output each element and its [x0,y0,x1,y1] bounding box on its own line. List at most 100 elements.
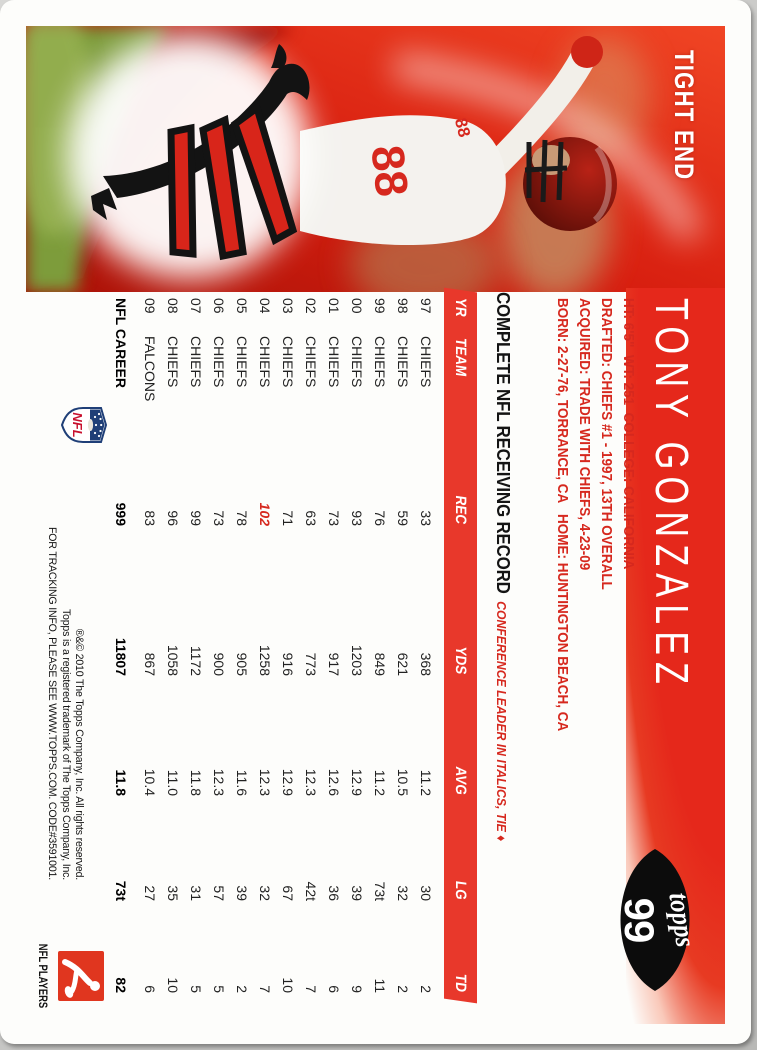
stat-cell: 93 [349,510,366,526]
stat-cell: 31 [188,885,205,901]
bio-block: HT: 6'5" WT: 251 COLLEGE: CALIFORNIA DRAF… [551,298,639,731]
white-jersey [300,115,506,246]
stat-row: 00 CHIEFS 93 1203 12.9 39 9 [346,290,369,993]
stat-cell: 6 [142,985,159,993]
stat-cell: 32 [257,885,274,901]
nflpa-logo: NFL PLAYERS [36,933,105,1019]
stat-cell: 07 [188,298,205,314]
stat-cell: 621 [395,652,412,676]
stat-row: 99 CHIEFS 76 849 11.2 73t 11 [369,290,392,993]
stat-row: 05 CHIEFS 78 905 11.6 39 2 [231,290,254,993]
stat-cell: 57 [211,885,228,901]
stat-cell: 2 [234,985,251,993]
stat-cell: 1258 [257,644,274,676]
topps-football-logo: topps 99 [605,845,705,995]
bio-line: BORN: 2-27-76, TORRANCE, CA HOME: HUNTIN… [554,298,571,732]
stat-cell: 42t [303,881,320,901]
copyright-block: ®&© 2010 The Topps Company, Inc. All rig… [45,470,85,880]
stat-cell: CHIEFS [280,336,297,388]
stat-row: 09 FALCONS 83 867 10.4 27 6 [139,290,162,993]
stats-header-cell: AVG [452,764,469,796]
stat-cell: 2 [418,985,435,993]
stat-cell: 11.2 [418,769,435,796]
stat-cell: CHIEFS [395,336,412,388]
stats-header-cell: YR [452,296,469,318]
stat-cell: 76 [372,510,389,526]
stat-cell: 12.3 [257,768,274,796]
stat-row: 06 CHIEFS 73 900 12.3 57 5 [208,290,231,993]
copyright-line: FOR TRACKING INFO, PLEASE SEE WWW.TOPPS.… [46,527,59,880]
stat-cell: 59 [395,510,412,526]
stat-cell: 10.4 [142,768,159,796]
stat-row: 01 CHIEFS 73 917 12.6 36 6 [323,290,346,993]
stat-cell: CHIEFS [211,336,228,388]
stat-cell: 368 [418,652,435,676]
stat-cell: 867 [142,652,159,676]
stat-cell: CHIEFS [349,336,366,388]
stat-cell: 905 [234,652,251,676]
stat-cell: 916 [280,652,297,676]
stat-cell: 02 [303,298,320,314]
stat-cell: 39 [349,885,366,901]
stat-cell: CHIEFS [418,336,435,388]
stat-cell: CHIEFS [234,336,251,388]
stats-header-cell: LG [452,880,469,902]
stat-row: 98 CHIEFS 59 621 10.5 32 2 [392,290,415,993]
stat-cell: 11.0 [165,769,182,796]
stat-cell: 73 [326,510,343,526]
falcons-logo [67,34,311,278]
light-swirl [393,53,703,243]
stat-cell: 102 [257,502,274,526]
stat-cell: 11.2 [372,769,389,796]
stat-cell: 12.9 [280,768,297,796]
nflpa-player-icon [58,951,104,1001]
facemask [524,139,568,203]
stat-cell: 08 [165,298,182,314]
stats-header-row: YR TEAM REC YDS AVG LG TD [444,287,477,1004]
shield-star-field [90,409,105,441]
stat-cell: 900 [211,652,228,676]
stat-cell: 6 [326,985,343,993]
stat-cell: 10 [280,977,297,993]
stat-cell: 2 [395,985,412,993]
bio-line: ACQUIRED: TRADE WITH CHIEFS, 4-23-09 [576,298,593,571]
career-cell: 73t [113,880,130,901]
stat-cell: 39 [234,885,251,901]
stat-row: 08 CHIEFS 96 1058 11.0 35 10 [162,290,185,993]
stat-cell: 11.6 [234,769,251,796]
career-cell: 82 [113,977,130,993]
nfl-shield-text: NFL [70,412,85,437]
stat-cell: 12.9 [349,768,366,796]
player-figure: 88 88 [300,36,617,246]
stat-cell: 05 [234,298,251,314]
bio-line: HT: 6'5" WT: 251 COLLEGE: CALIFORNIA [620,298,637,570]
nflpa-label: NFL PLAYERS [36,943,48,1009]
stat-cell: 03 [280,298,297,314]
card-number: 99 [616,897,663,943]
stat-cell: CHIEFS [303,336,320,388]
stats-title: COMPLETE NFL RECEIVING RECORD [493,292,513,594]
stat-cell: 1172 [188,645,205,676]
stat-cell: 11 [372,978,389,993]
stats-header-cell: REC [452,494,469,526]
falcon-talon [91,188,117,220]
stat-cell: 71 [280,510,297,526]
stat-cell: 9 [349,985,366,993]
stat-cell: 98 [395,298,412,314]
stat-cell: 7 [303,985,320,993]
stat-cell: 1058 [165,644,182,676]
stat-cell: CHIEFS [257,336,274,388]
stat-cell: CHIEFS [165,336,182,388]
stats-header-cell: TEAM [452,336,469,378]
player-photo-collage: 88 88 [26,26,725,292]
stat-cell: 36 [326,885,343,901]
stat-cell: 73t [372,881,389,901]
stats-title-line: COMPLETE NFL RECEIVING RECORD CONFERENCE … [492,292,513,841]
position-label: TIGHT END [669,50,699,181]
stat-cell: 30 [418,885,435,901]
stat-cell: 01 [326,298,343,314]
stat-cell: 83 [142,510,159,526]
stats-title-note: CONFERENCE LEADER IN ITALICS, TIE ♦ [494,601,509,842]
copyright-line: ®&© 2010 The Topps Company, Inc. All rig… [73,628,85,880]
